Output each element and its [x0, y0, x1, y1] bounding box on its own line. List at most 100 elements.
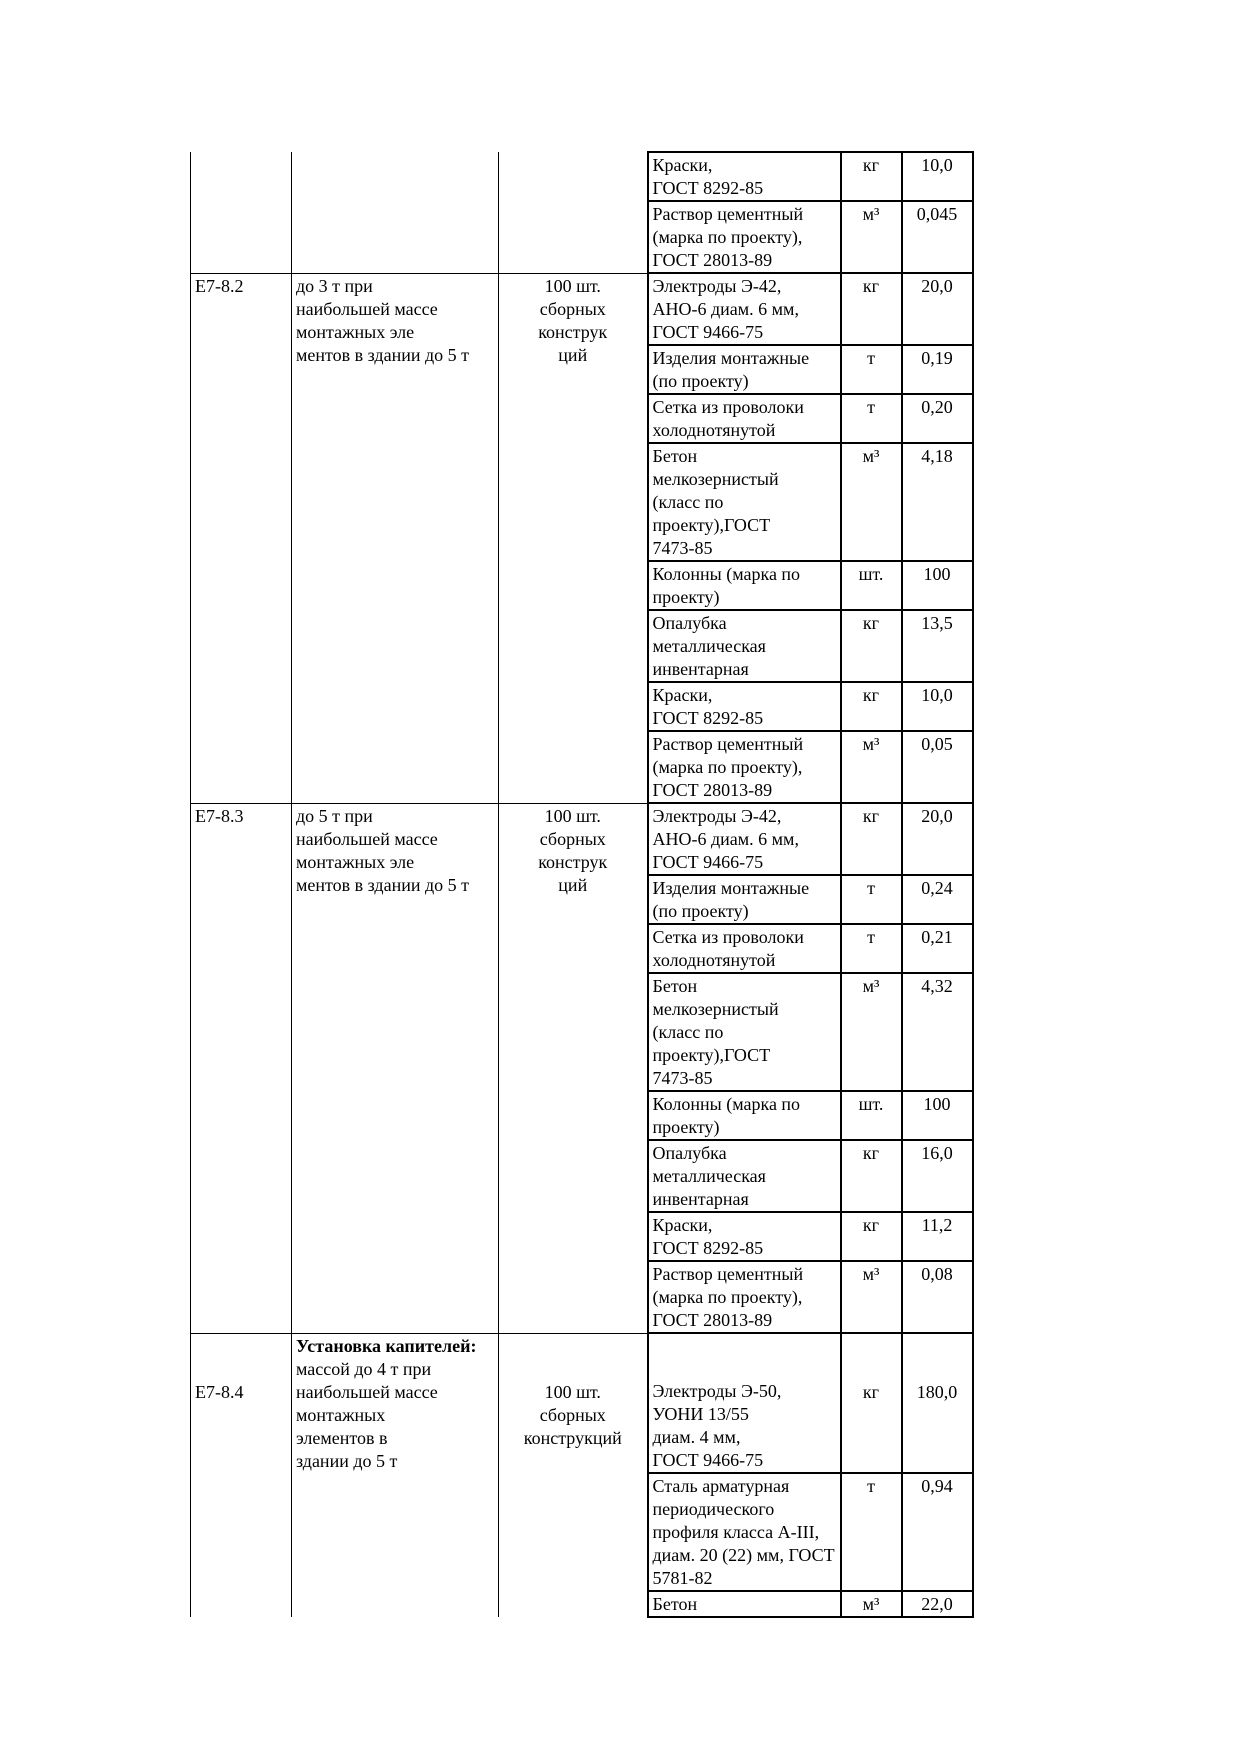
table-row: Краски, ГОСТ 8292-85 кг 10,0 — [190, 151, 974, 274]
table-row: Колонны (марка по проекту) шт. 100 — [191, 560, 974, 611]
material-qty-cell: 100 — [900, 560, 974, 611]
material-unit-cell: кг — [839, 1139, 903, 1213]
material-unit-cell: кг — [839, 1211, 903, 1262]
table-row: Раствор цементный (марка по проекту), ГО… — [191, 200, 974, 274]
material-unit-cell: т — [839, 923, 903, 974]
material-qty-cell: 20,0 — [900, 802, 974, 876]
material-name-cell: Опалубка металлическая инвентарная — [646, 609, 842, 683]
description-cell: Установка капителей: массой до 4 т при н… — [291, 1332, 499, 1617]
material-name-cell: Сетка из проволоки холоднотянутой — [646, 923, 842, 974]
material-name-cell: Краски, ГОСТ 8292-85 — [646, 681, 842, 732]
material-name-cell: Колонны (марка по проекту) — [646, 1090, 842, 1141]
description-text: до 5 т при наибольшей массе монтажных эл… — [296, 805, 469, 895]
material-qty-cell: 16,0 — [900, 1139, 974, 1213]
description-text: до 3 т при наибольшей массе монтажных эл… — [296, 275, 469, 365]
table-row: Бетон мелкозернистый (класс по проекту),… — [191, 972, 974, 1092]
material-name-cell: Бетон — [646, 1590, 842, 1618]
description-heading: Установка капителей: — [296, 1335, 477, 1356]
material-unit-cell: кг — [839, 609, 903, 683]
table-row: Бетон м³ 22,0 — [191, 1590, 974, 1618]
measure-unit-cell — [498, 152, 648, 274]
material-qty-cell: 20,0 — [900, 272, 974, 346]
material-qty-cell: 0,24 — [900, 874, 974, 925]
material-name-cell: Колонны (марка по проекту) — [646, 560, 842, 611]
material-qty-cell: 0,08 — [900, 1260, 974, 1334]
material-name-cell: Раствор цементный (марка по проекту), ГО… — [646, 1260, 842, 1334]
code-cell: Е7-8.2 — [190, 272, 292, 804]
material-unit-cell: т — [839, 393, 903, 444]
table-row: Сетка из проволоки холоднотянутой т 0,21 — [191, 923, 974, 974]
material-unit-cell: кг — [839, 151, 903, 202]
material-qty-cell: 100 — [900, 1090, 974, 1141]
material-unit-cell: т — [839, 344, 903, 395]
table-row: Раствор цементный (марка по проекту), ГО… — [191, 1260, 974, 1334]
material-name-cell: Краски, ГОСТ 8292-85 — [646, 151, 842, 202]
materials-norms-table: Краски, ГОСТ 8292-85 кг 10,0 Раствор цемент… — [190, 151, 974, 1618]
table-row: Колонны (марка по проекту) шт. 100 — [191, 1090, 974, 1141]
description-text: массой до 4 т при наибольшей массе монта… — [296, 1358, 438, 1471]
table-row: Изделия монтажные (по проекту) т 0,24 — [191, 874, 974, 925]
material-unit-cell: м³ — [839, 730, 903, 804]
material-qty-cell: 180,0 — [900, 1332, 974, 1474]
material-unit-cell: м³ — [839, 442, 903, 562]
table-row: Е7-8.4 Установка капителей: массой до 4 т… — [190, 1332, 974, 1617]
material-qty-cell: 0,05 — [900, 730, 974, 804]
material-name-cell: Сетка из проволоки холоднотянутой — [646, 393, 842, 444]
material-name-cell: Электроды Э-42, АНО-6 диам. 6 мм, ГОСТ 9… — [646, 272, 842, 346]
table-row: Опалубка металлическая инвентарная кг 16,0 — [191, 1139, 974, 1213]
material-qty-cell: 4,18 — [900, 442, 974, 562]
material-name-cell: Электроды Э-42, АНО-6 диам. 6 мм, ГОСТ 9… — [646, 802, 842, 876]
material-unit-cell: т — [839, 1472, 903, 1592]
table-row: Опалубка металлическая инвентарная кг 13,5 — [191, 609, 974, 683]
material-unit-cell: кг — [839, 802, 903, 876]
material-name-cell: Раствор цементный (марка по проекту), ГО… — [646, 730, 842, 804]
material-unit-cell: т — [839, 874, 903, 925]
measure-unit-cell: 100 шт. сборных конструкций — [498, 1332, 648, 1617]
table-row: Краски, ГОСТ 8292-85 кг 10,0 — [191, 681, 974, 732]
material-qty-cell: 13,5 — [900, 609, 974, 683]
table-row: Краски, ГОСТ 8292-85 кг 11,2 — [191, 1211, 974, 1262]
material-unit-cell: шт. — [839, 560, 903, 611]
material-qty-cell: 10,0 — [900, 151, 974, 202]
table-row: Е7-8.2 до 3 т при наибольшей массе монтаж… — [190, 272, 974, 804]
description-cell — [291, 152, 499, 274]
material-name-cell: Краски, ГОСТ 8292-85 — [646, 1211, 842, 1262]
measure-unit-cell: 100 шт. сборных конструк ций — [498, 802, 648, 1334]
material-name-cell: Изделия монтажные (по проекту) — [646, 874, 842, 925]
material-unit-cell: м³ — [839, 1260, 903, 1334]
material-qty-cell: 4,32 — [900, 972, 974, 1092]
table-row: Раствор цементный (марка по проекту), ГО… — [191, 730, 974, 804]
table-row: Е7-8.3 до 5 т при наибольшей массе монтаж… — [190, 802, 974, 1334]
material-qty-cell: 0,94 — [900, 1472, 974, 1592]
measure-unit-cell: 100 шт. сборных конструк ций — [498, 272, 648, 804]
material-name-cell: Бетон мелкозернистый (класс по проекту),… — [646, 442, 842, 562]
material-unit-cell: кг — [839, 1332, 903, 1474]
material-unit-cell: м³ — [839, 1590, 903, 1618]
material-unit-cell: шт. — [839, 1090, 903, 1141]
material-name-cell: Опалубка металлическая инвентарная — [646, 1139, 842, 1213]
material-name-cell: Раствор цементный (марка по проекту), ГО… — [646, 200, 842, 274]
table-row: Сталь арматурная периодического профиля … — [191, 1472, 974, 1592]
description-cell: до 3 т при наибольшей массе монтажных эл… — [291, 272, 499, 804]
description-cell: до 5 т при наибольшей массе монтажных эл… — [291, 802, 499, 1334]
material-qty-cell: 10,0 — [900, 681, 974, 732]
material-qty-cell: 0,19 — [900, 344, 974, 395]
code-cell: Е7-8.4 — [190, 1332, 292, 1617]
material-qty-cell: 11,2 — [900, 1211, 974, 1262]
material-qty-cell: 0,21 — [900, 923, 974, 974]
material-unit-cell: м³ — [839, 200, 903, 274]
material-qty-cell: 0,20 — [900, 393, 974, 444]
material-unit-cell: м³ — [839, 972, 903, 1092]
material-qty-cell: 22,0 — [900, 1590, 974, 1618]
table-row: Бетон мелкозернистый (класс по проекту),… — [191, 442, 974, 562]
table-row: Сетка из проволоки холоднотянутой т 0,20 — [191, 393, 974, 444]
material-unit-cell: кг — [839, 681, 903, 732]
material-unit-cell: кг — [839, 272, 903, 346]
material-name-cell: Электроды Э-50, УОНИ 13/55 диам. 4 мм, Г… — [646, 1332, 842, 1474]
material-qty-cell: 0,045 — [900, 200, 974, 274]
code-cell — [190, 152, 292, 274]
code-cell: Е7-8.3 — [190, 802, 292, 1334]
table-row: Изделия монтажные (по проекту) т 0,19 — [191, 344, 974, 395]
material-name-cell: Сталь арматурная периодического профиля … — [646, 1472, 842, 1592]
material-name-cell: Изделия монтажные (по проекту) — [646, 344, 842, 395]
